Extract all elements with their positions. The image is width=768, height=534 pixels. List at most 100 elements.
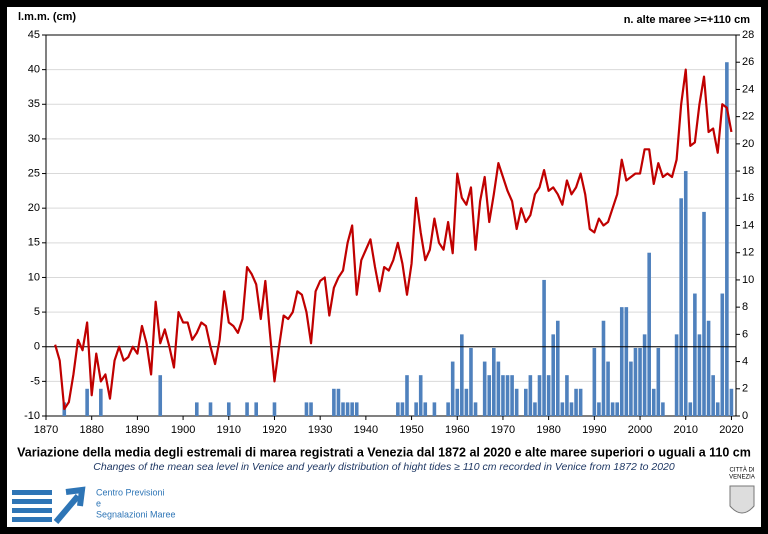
- bar: [332, 388, 336, 416]
- bar: [501, 375, 505, 416]
- bar: [460, 334, 464, 416]
- chart-title: Variazione della media degli estremali d…: [17, 445, 751, 459]
- y-axis-label: l.m.m. (cm): [18, 11, 76, 23]
- x-tick-label: 1890: [125, 424, 149, 436]
- bar: [610, 402, 615, 416]
- y2-tick-label: 20: [742, 138, 754, 150]
- bar: [450, 361, 455, 416]
- x-tick-label: 1900: [171, 424, 195, 436]
- bar: [624, 307, 629, 416]
- bar: [574, 388, 578, 416]
- bar: [688, 402, 693, 416]
- y2-tick-label: 4: [742, 355, 748, 367]
- bar: [423, 402, 428, 416]
- bar: [400, 402, 405, 416]
- bar: [720, 293, 725, 416]
- bar: [715, 402, 720, 416]
- bar: [679, 198, 683, 416]
- bar: [455, 388, 460, 416]
- x-tick-label: 1970: [491, 424, 515, 436]
- bar: [565, 375, 569, 416]
- x-tick-label: 1920: [262, 424, 286, 436]
- bar: [418, 375, 423, 416]
- bar: [693, 293, 697, 416]
- y-tick-label: -10: [24, 410, 40, 422]
- y2-tick-label: 12: [742, 247, 754, 259]
- x-tick-label: 1980: [536, 424, 560, 436]
- bar: [725, 62, 729, 416]
- bar: [638, 347, 642, 416]
- bar: [619, 307, 624, 416]
- bar: [464, 388, 469, 416]
- bar: [606, 361, 610, 416]
- bar: [642, 334, 647, 416]
- x-tick-label: 2010: [673, 424, 697, 436]
- city-name: VENEZIA: [729, 475, 755, 481]
- bar: [569, 402, 574, 416]
- y-tick-label: 10: [28, 271, 40, 283]
- y2-tick-label: 0: [742, 410, 748, 422]
- org-name: Segnalazioni Maree: [96, 509, 176, 519]
- bar: [546, 375, 551, 416]
- org-name: e: [96, 498, 101, 508]
- bar: [482, 361, 487, 416]
- sea-level-line: [54, 68, 733, 411]
- bar: [601, 320, 606, 416]
- bar: [555, 320, 560, 416]
- bar: [533, 402, 537, 416]
- bar: [245, 402, 249, 416]
- city-crest: [729, 485, 755, 514]
- y-tick-label: -5: [30, 375, 40, 387]
- bar: [99, 388, 103, 416]
- y-tick-label: 25: [28, 167, 40, 179]
- bar: [647, 252, 651, 416]
- bar: [226, 402, 231, 416]
- x-tick-label: 1880: [79, 424, 103, 436]
- bar: [551, 334, 556, 416]
- bar: [528, 375, 533, 416]
- bar: [592, 347, 597, 416]
- bar: [674, 334, 679, 416]
- bar: [514, 388, 519, 416]
- y2-axis-label: n. alte maree >=+110 cm: [624, 14, 751, 26]
- bar: [524, 388, 528, 416]
- x-tick-label: 1950: [399, 424, 423, 436]
- bar: [208, 402, 213, 416]
- y2-tick-label: 8: [742, 301, 748, 313]
- bar: [304, 402, 309, 416]
- bar: [354, 402, 359, 416]
- org-name: Centro Previsioni: [96, 487, 165, 497]
- bar: [633, 347, 638, 416]
- bar: [706, 320, 711, 416]
- y-tick-label: 5: [34, 306, 40, 318]
- y2-tick-label: 24: [742, 83, 754, 95]
- city-name: CITTÀ DI: [730, 467, 755, 474]
- bar: [350, 402, 354, 416]
- y2-tick-label: 26: [742, 56, 754, 68]
- y2-tick-label: 2: [742, 383, 748, 395]
- x-tick-label: 1870: [34, 424, 58, 436]
- bar: [711, 375, 715, 416]
- bar: [661, 402, 665, 416]
- bar: [597, 402, 601, 416]
- y-tick-label: 30: [28, 133, 40, 145]
- y2-tick-label: 16: [742, 192, 754, 204]
- y2-tick-label: 22: [742, 111, 754, 123]
- bar: [309, 402, 313, 416]
- bar: [405, 375, 409, 416]
- x-tick-label: 1930: [308, 424, 332, 436]
- bar: [505, 375, 510, 416]
- y2-tick-label: 6: [742, 328, 748, 340]
- bar: [432, 402, 437, 416]
- y2-tick-label: 10: [742, 274, 754, 286]
- x-tick-label: 1960: [445, 424, 469, 436]
- bar: [492, 347, 496, 416]
- chart-subtitle: Changes of the mean sea level in Venice …: [93, 461, 675, 473]
- y2-tick-label: 18: [742, 165, 754, 177]
- bar: [272, 402, 277, 416]
- bar: [510, 375, 514, 416]
- bar: [651, 388, 656, 416]
- x-tick-label: 2020: [719, 424, 743, 436]
- logo: [12, 486, 86, 524]
